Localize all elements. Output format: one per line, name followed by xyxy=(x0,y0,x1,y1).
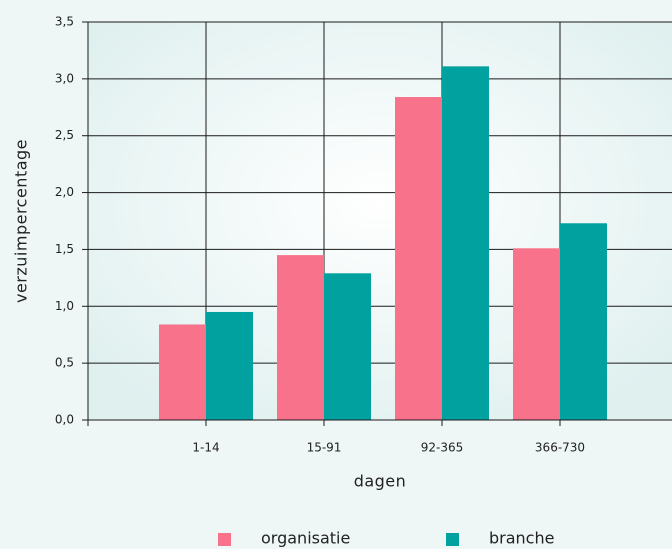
y-axis-label: verzuimpercentage xyxy=(12,139,31,303)
bar xyxy=(324,273,371,420)
y-tick-label: 3,5 xyxy=(55,15,74,29)
bar xyxy=(560,223,607,420)
y-tick-label: 0,0 xyxy=(55,413,74,427)
y-tick-label: 1,5 xyxy=(55,242,74,256)
bar xyxy=(442,66,489,420)
y-tick-label: 3,0 xyxy=(55,71,74,85)
bar xyxy=(513,248,560,420)
bar xyxy=(206,311,253,420)
bar xyxy=(159,324,206,420)
x-axis-label: dagen xyxy=(354,472,407,491)
legend-swatch xyxy=(446,533,459,546)
x-tick-label: 15-91 xyxy=(307,441,342,455)
bar xyxy=(395,97,442,421)
bar xyxy=(277,255,324,420)
x-tick-label: 1-14 xyxy=(192,441,219,455)
y-tick-label: 2,5 xyxy=(55,128,74,142)
y-tick-label: 0,5 xyxy=(55,356,74,370)
x-tick-label: 92-365 xyxy=(421,441,464,455)
legend-swatch xyxy=(218,533,231,546)
legend-label: branche xyxy=(489,529,554,548)
y-tick-label: 1,0 xyxy=(55,299,74,313)
x-tick-label: 366-730 xyxy=(535,441,585,455)
legend-label: organisatie xyxy=(261,529,350,548)
y-tick-label: 2,0 xyxy=(55,185,74,199)
